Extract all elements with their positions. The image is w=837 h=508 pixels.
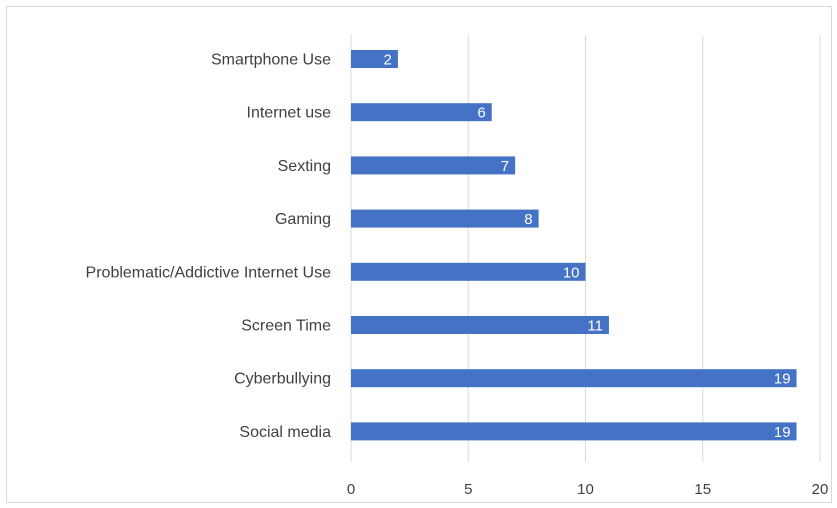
category-label: Cyberbullying [234, 371, 331, 388]
category-label: Internet use [247, 105, 332, 122]
gridlines [350, 35, 821, 462]
x-tick-label: 0 [347, 481, 355, 498]
category-label: Smartphone Use [211, 52, 331, 69]
category-label: Problematic/Addictive Internet Use [86, 264, 332, 281]
x-tick-labels: 0 5 10 15 20 [347, 481, 829, 498]
category-label: Gaming [275, 211, 331, 228]
category-label: Sexting [278, 158, 331, 175]
x-tick-label: 5 [464, 481, 472, 498]
data-label: 2 [384, 52, 392, 69]
bar [351, 262, 586, 281]
bar [351, 316, 609, 334]
chart-frame: 2 6 7 8 10 11 19 19 Smartphone Use Internet use S… [6, 6, 832, 503]
category-label: Screen Time [241, 318, 331, 335]
bar [351, 422, 797, 441]
bar [351, 103, 492, 122]
x-tick-label: 20 [812, 481, 829, 498]
data-label: 19 [774, 424, 791, 441]
data-label: 8 [524, 211, 532, 228]
x-tick-label: 10 [577, 481, 594, 498]
bar [351, 50, 398, 68]
bars [351, 50, 797, 441]
bar [351, 209, 539, 228]
data-label: 11 [587, 318, 603, 335]
x-tick-label: 15 [694, 481, 711, 498]
data-label: 19 [774, 371, 791, 388]
bar [351, 369, 797, 388]
category-labels: Smartphone Use Internet use Sexting Gaming P… [86, 52, 332, 441]
data-label: 10 [563, 264, 580, 281]
category-label: Social media [239, 424, 331, 441]
bar [351, 156, 516, 175]
data-label: 6 [477, 105, 485, 122]
data-label: 7 [501, 158, 509, 175]
data-labels: 2 6 7 8 10 11 19 19 [384, 52, 791, 441]
